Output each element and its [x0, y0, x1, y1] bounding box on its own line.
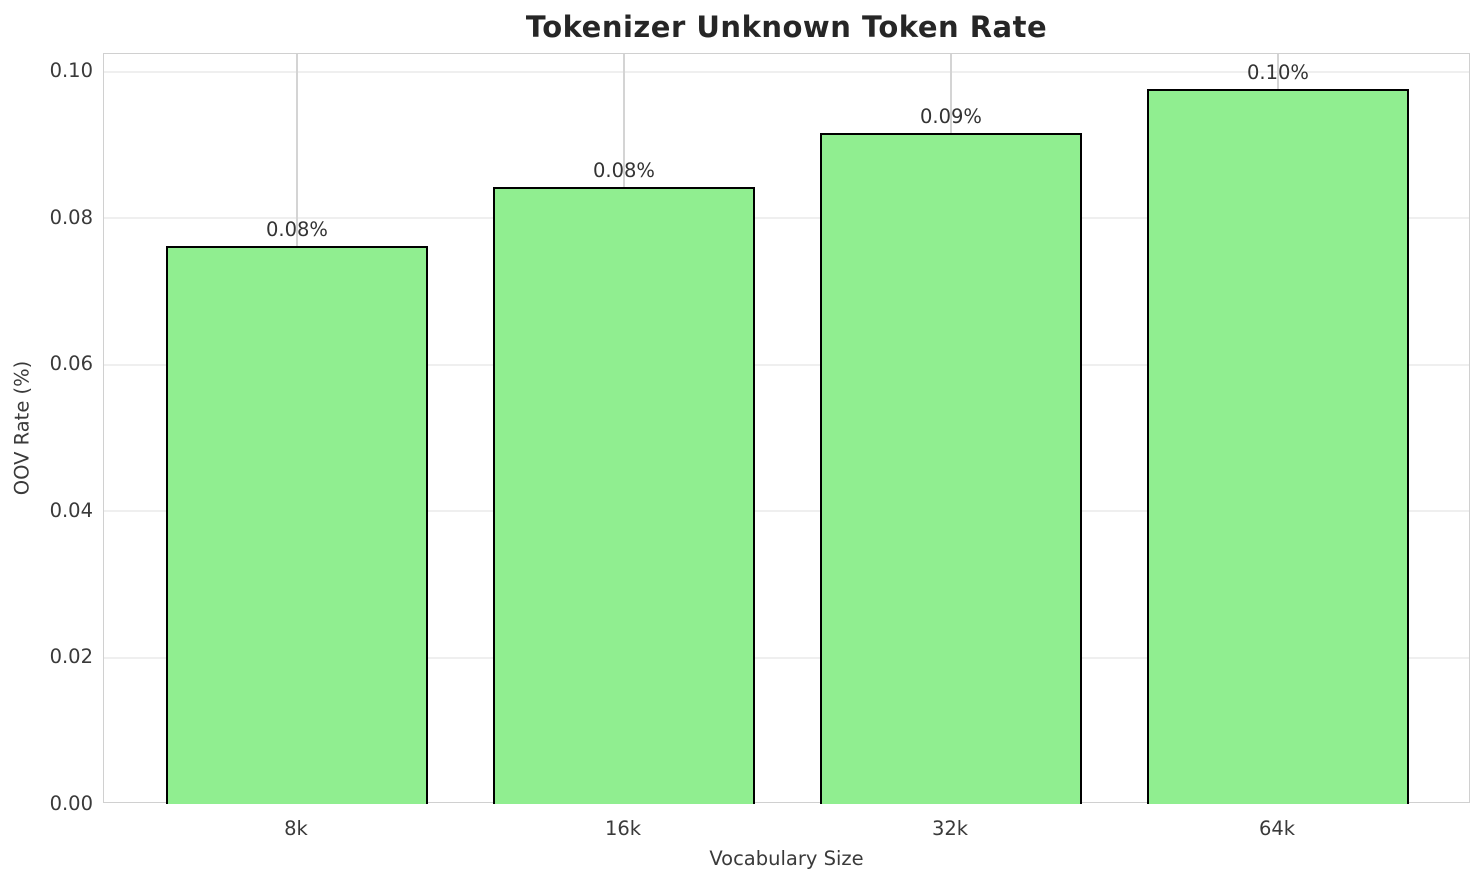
horizontal-gridline	[104, 363, 1469, 366]
x-tick-label: 8k	[284, 817, 308, 840]
y-tick-label: 0.02	[49, 645, 93, 668]
bar	[1147, 89, 1409, 804]
horizontal-gridline	[104, 217, 1469, 219]
bar	[166, 245, 428, 804]
x-tick-label: 16k	[604, 817, 642, 840]
x-tick-label: 64k	[1258, 817, 1296, 840]
plot-area: 0.08% 0.08% 0.09% 0.10%	[103, 53, 1470, 804]
bar-value-label: 0.08%	[593, 158, 655, 182]
horizontal-gridline	[104, 656, 1469, 659]
bar	[493, 186, 755, 804]
bar	[820, 133, 1082, 804]
bar-value-label: 0.10%	[1247, 61, 1309, 85]
bar-value-label: 0.09%	[920, 105, 982, 129]
horizontal-gridline	[104, 70, 1469, 73]
y-tick-label: 0.10	[49, 59, 93, 82]
y-tick-label: 0.04	[49, 498, 93, 522]
x-axis-label: Vocabulary Size	[709, 847, 864, 870]
horizontal-gridline	[104, 510, 1469, 512]
y-tick-label: 0.00	[49, 791, 93, 815]
y-axis-label: OOV Rate (%)	[10, 360, 34, 496]
y-tick-label: 0.06	[49, 352, 93, 375]
y-tick-label: 0.08	[49, 205, 93, 229]
x-tick-label: 32k	[931, 817, 969, 840]
bar-value-label: 0.08%	[266, 217, 328, 241]
chart-title: Tokenizer Unknown Token Rate	[525, 10, 1048, 44]
